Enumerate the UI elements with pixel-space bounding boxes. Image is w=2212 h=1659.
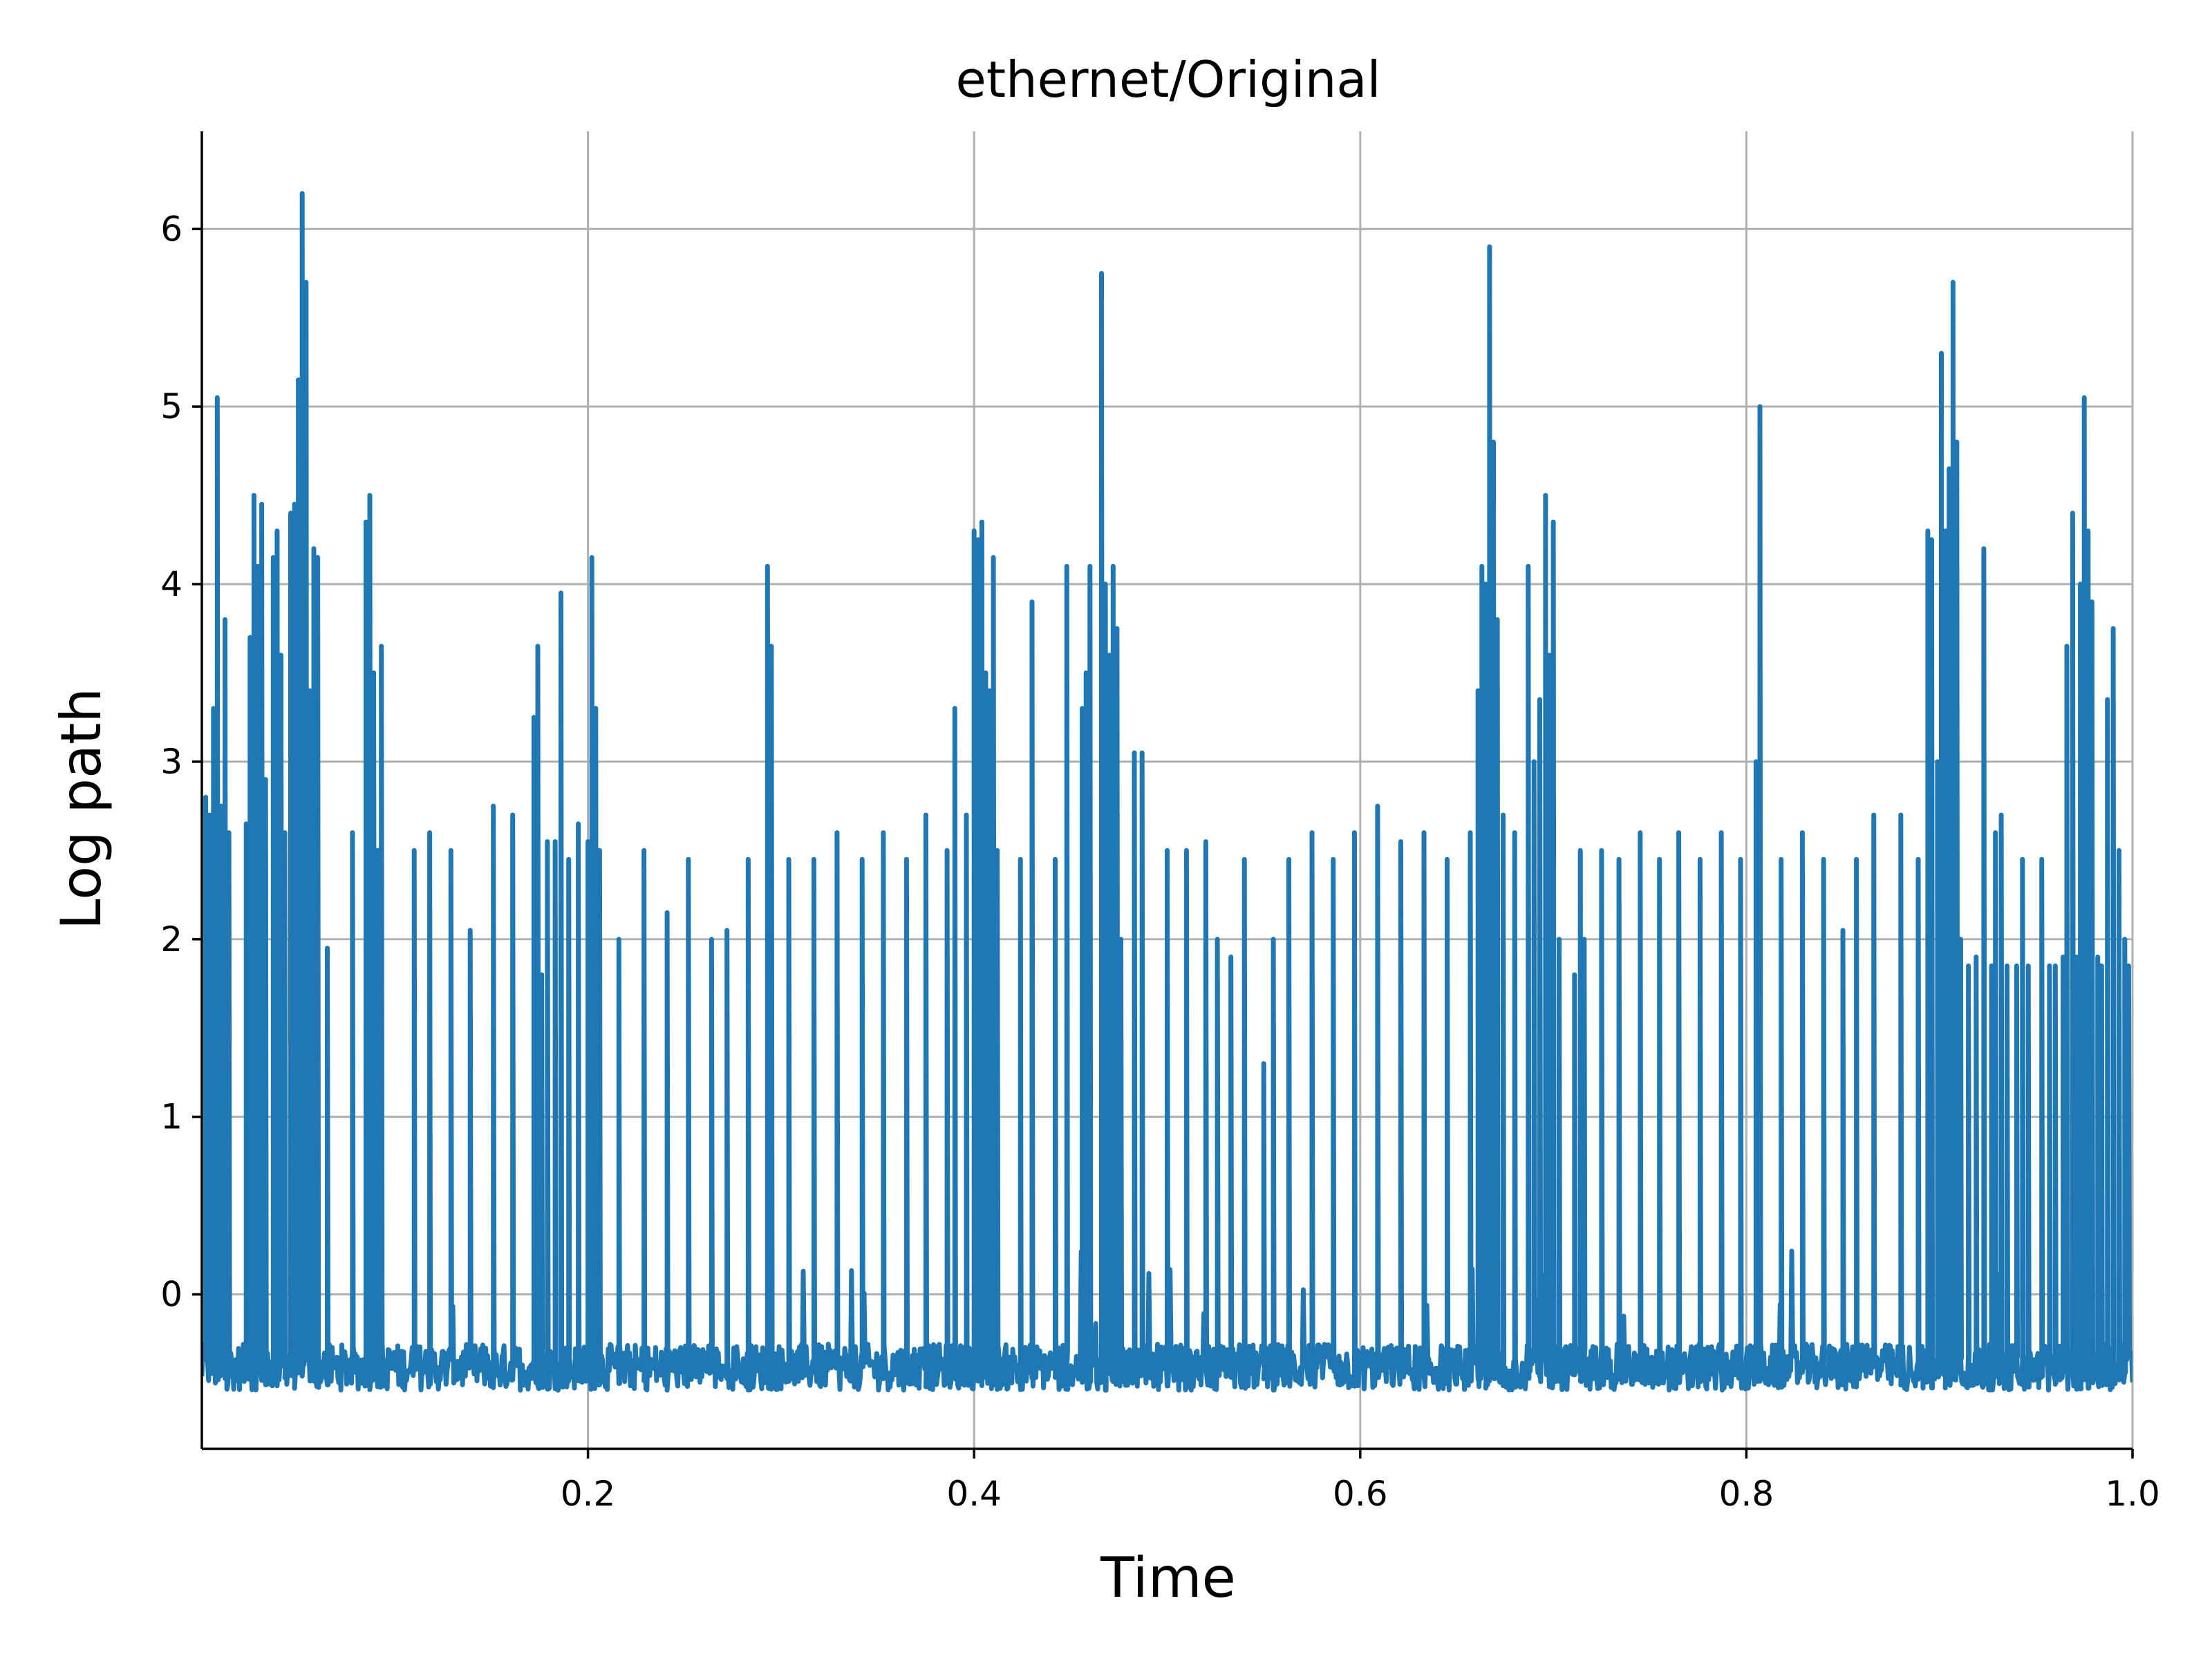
ticks: 0.2 0.4 0.6 0.8 1.0 0 1 2 3 4 5 6	[160, 209, 2160, 1514]
y-tick-label: 6	[160, 209, 182, 249]
x-tick-label: 0.8	[1719, 1474, 1774, 1514]
series-group	[202, 191, 2133, 1393]
series-line	[202, 191, 2133, 1393]
chart-title: ethernet/Original	[956, 50, 1381, 109]
x-tick-label: 0.4	[946, 1474, 1002, 1514]
y-tick-label: 5	[160, 386, 182, 427]
x-tick-label: 1.0	[2105, 1474, 2160, 1514]
x-axis-label: Time	[1100, 1546, 1236, 1610]
axes	[200, 131, 2133, 1450]
y-tick-label: 0	[160, 1275, 182, 1315]
y-tick-label: 1	[160, 1097, 182, 1137]
y-axis-label: Log path	[49, 688, 113, 930]
y-tick-label: 3	[160, 742, 182, 782]
x-tick-label: 0.6	[1333, 1474, 1388, 1514]
y-tick-label: 2	[160, 919, 182, 959]
y-tick-label: 4	[160, 564, 182, 604]
x-tick-label: 0.2	[561, 1474, 616, 1514]
